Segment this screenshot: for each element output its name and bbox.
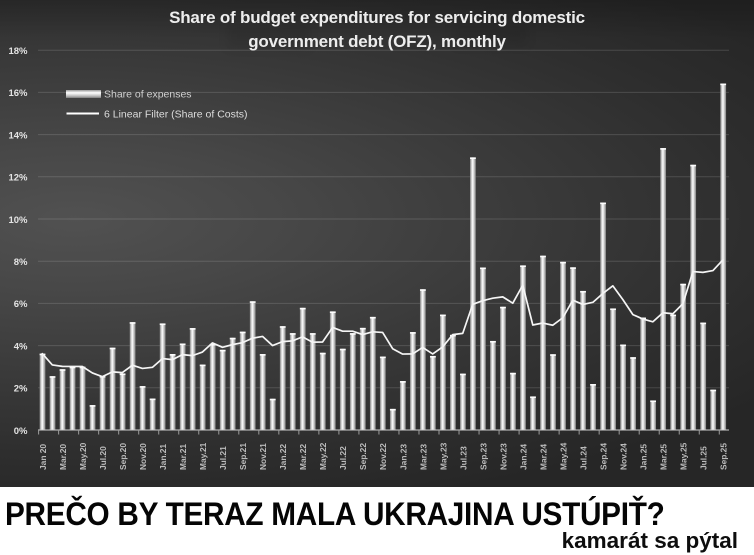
svg-text:Jul.23: Jul.23	[458, 446, 468, 470]
svg-text:2%: 2%	[14, 384, 28, 395]
svg-text:Sep.24: Sep.24	[598, 443, 608, 470]
svg-text:Jan.22: Jan.22	[278, 444, 288, 470]
svg-text:14%: 14%	[8, 130, 28, 141]
svg-text:10%: 10%	[8, 215, 28, 226]
svg-text:Sep.23: Sep.23	[478, 443, 488, 470]
svg-text:6%: 6%	[14, 299, 28, 310]
svg-text:Mar.23: Mar.23	[418, 444, 428, 470]
svg-text:Sep.22: Sep.22	[358, 443, 368, 470]
svg-text:Mar.22: Mar.22	[298, 444, 308, 470]
svg-text:Nov.21: Nov.21	[258, 443, 268, 470]
svg-text:8%: 8%	[14, 257, 28, 268]
svg-text:Sep.25: Sep.25	[719, 443, 729, 470]
svg-text:Sep.21: Sep.21	[238, 443, 248, 470]
svg-text:Mar.20: Mar.20	[58, 444, 68, 470]
svg-text:6 Linear Filter (Share of Cost: 6 Linear Filter (Share of Costs)	[104, 109, 248, 121]
svg-text:Jan.23: Jan.23	[398, 444, 408, 470]
svg-text:Jan 20: Jan 20	[38, 444, 48, 470]
svg-text:16%: 16%	[8, 88, 28, 99]
svg-text:May.21: May.21	[198, 442, 208, 470]
svg-text:Nov.20: Nov.20	[138, 443, 148, 470]
svg-text:Jan.24: Jan.24	[518, 444, 528, 470]
svg-text:Mar.21: Mar.21	[178, 444, 188, 470]
svg-text:Jul.25: Jul.25	[699, 446, 709, 470]
svg-text:Jul.24: Jul.24	[578, 446, 588, 470]
svg-text:Jan.25: Jan.25	[639, 444, 649, 470]
svg-text:Jul.21: Jul.21	[218, 446, 228, 470]
svg-text:May.25: May.25	[679, 442, 689, 470]
svg-text:Mar.25: Mar.25	[659, 444, 669, 470]
svg-text:0%: 0%	[14, 426, 28, 437]
svg-text:Jul.20: Jul.20	[98, 446, 108, 470]
svg-text:May.22: May.22	[318, 442, 328, 470]
svg-text:4%: 4%	[14, 341, 28, 352]
svg-text:18%: 18%	[8, 46, 28, 57]
svg-text:Nov.24: Nov.24	[618, 443, 628, 470]
svg-text:May.24: May.24	[558, 442, 568, 470]
svg-text:Nov.22: Nov.22	[378, 443, 388, 470]
svg-text:12%: 12%	[8, 173, 28, 184]
svg-text:May.20: May.20	[78, 442, 88, 470]
svg-text:Mar.24: Mar.24	[538, 444, 548, 470]
svg-text:Jan.21: Jan.21	[158, 444, 168, 470]
svg-text:May.23: May.23	[438, 442, 448, 470]
svg-text:Share of expenses: Share of expenses	[104, 89, 192, 101]
svg-text:Nov.23: Nov.23	[498, 443, 508, 470]
svg-text:Jul.22: Jul.22	[338, 446, 348, 470]
svg-text:Sep.20: Sep.20	[118, 443, 128, 470]
